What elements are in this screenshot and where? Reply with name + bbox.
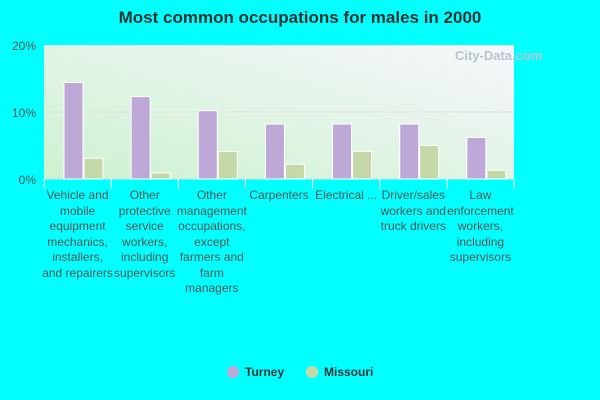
bar-turney: [332, 123, 353, 180]
y-tick-label: 0%: [19, 173, 37, 187]
y-tick-label: 20%: [12, 39, 36, 53]
bar-missouri: [217, 151, 238, 180]
bar-missouri: [486, 169, 507, 180]
chart-title: Most common occupations for males in 200…: [118, 8, 482, 27]
legend-item-missouri: Missouri: [306, 365, 373, 379]
bar-turney: [264, 123, 285, 180]
legend-label: Turney: [245, 365, 285, 379]
legend-item-turney: Turney: [227, 365, 284, 379]
bar-turney: [399, 123, 420, 180]
bar-turney: [63, 82, 84, 180]
x-category-label: Driver/sales workers and truck drivers: [380, 188, 446, 233]
watermark: City-Data.com: [455, 48, 543, 63]
legend-label: Missouri: [324, 365, 374, 379]
bar-turney: [466, 136, 487, 180]
y-tick-label: 10%: [12, 106, 36, 120]
x-category-label: Law enforcement workers, including super…: [447, 188, 514, 264]
legend-swatch: [227, 366, 239, 378]
bar-missouri: [419, 145, 440, 180]
legend-swatch: [306, 366, 318, 378]
bar-turney: [197, 110, 218, 180]
x-category-label: Other protective service workers, includ…: [114, 188, 176, 280]
bar-missouri: [284, 163, 305, 180]
x-category-label: Electrical ...: [315, 188, 378, 202]
bar-turney: [130, 96, 151, 180]
x-category-label: Vehicle and mobile equipment mechanics, …: [42, 188, 113, 280]
bar-missouri: [352, 151, 373, 180]
bar-missouri: [83, 157, 104, 180]
bar-missouri: [150, 172, 171, 180]
x-category-label: Carpenters: [249, 188, 309, 202]
x-category-label: Other management occupations, except far…: [176, 188, 247, 295]
